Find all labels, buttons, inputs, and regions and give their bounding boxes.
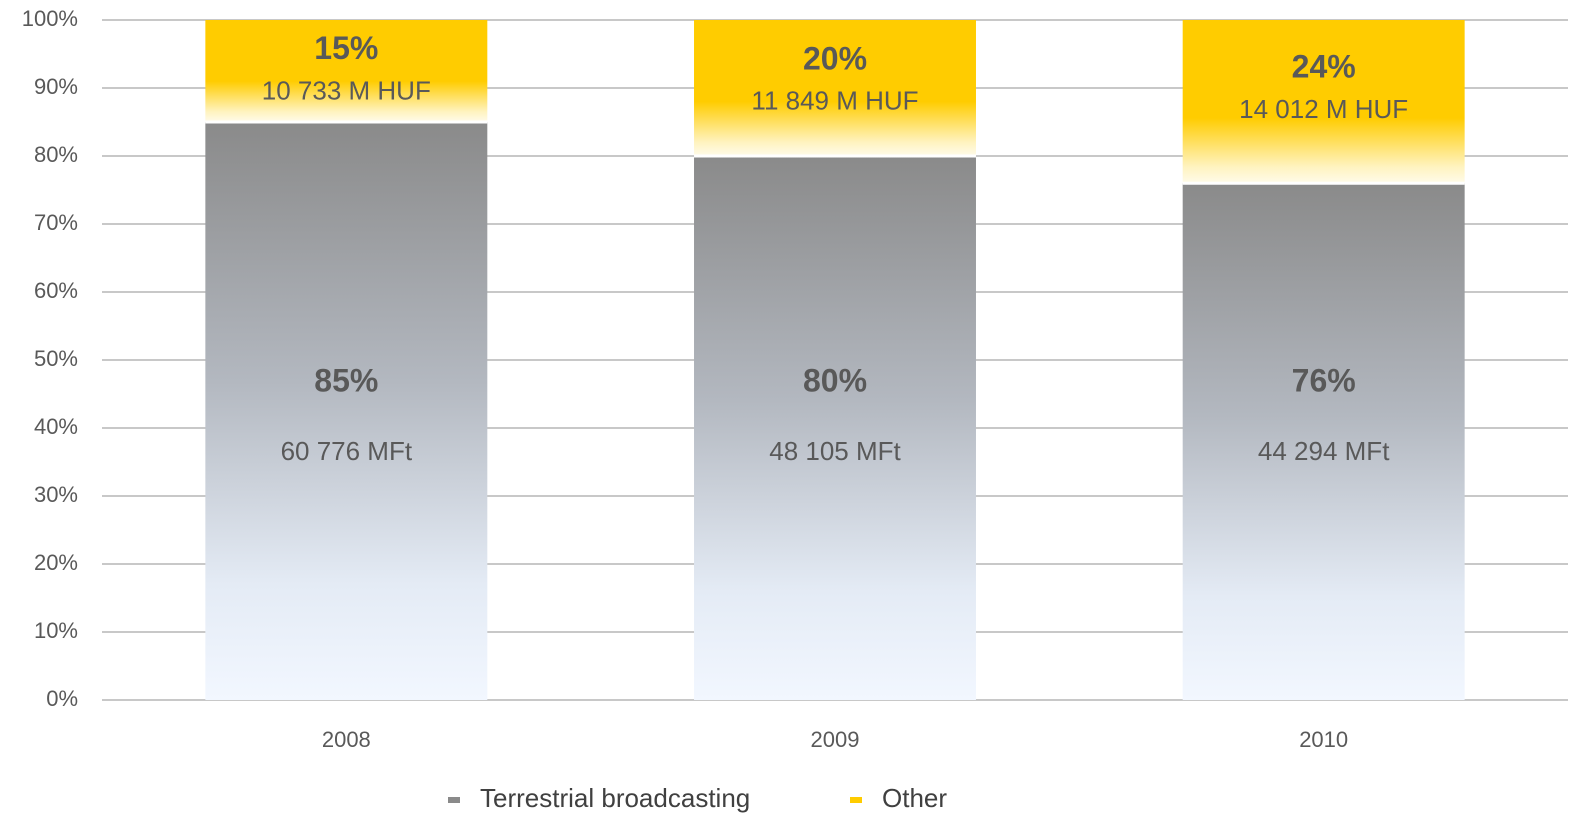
amount-label: 14 012 M HUF [1239,94,1408,124]
bar-segment [1182,20,1465,184]
y-tick-label: 80% [34,142,78,167]
amount-label: 60 776 MFt [281,436,413,466]
y-tick-label: 30% [34,482,78,507]
bar-segment [205,20,488,122]
value-label: 80% [803,362,867,398]
x-tick-label: 2010 [1299,727,1348,752]
x-tick-label: 2009 [811,727,860,752]
y-tick-label: 10% [34,618,78,643]
legend-marker [448,797,460,803]
y-tick-label: 70% [34,210,78,235]
y-tick-label: 60% [34,278,78,303]
legend-marker [850,797,862,803]
y-tick-label: 40% [34,414,78,439]
amount-label: 48 105 MFt [769,436,901,466]
legend-label: Other [882,783,947,813]
legend-label: Terrestrial broadcasting [480,783,750,813]
y-tick-label: 50% [34,346,78,371]
value-label: 24% [1292,48,1356,84]
y-tick-label: 0% [46,686,78,711]
bar-segment [205,122,488,700]
bar-segment [694,20,976,156]
value-label: 15% [314,30,378,66]
y-tick-label: 90% [34,74,78,99]
value-label: 85% [314,362,378,398]
amount-label: 44 294 MFt [1258,436,1390,466]
value-label: 20% [803,40,867,76]
amount-label: 11 849 M HUF [751,86,918,116]
y-tick-label: 100% [22,6,78,31]
bar-segment [1182,183,1465,700]
value-label: 76% [1292,362,1356,398]
x-tick-label: 2008 [322,727,371,752]
bar-segment [694,156,976,700]
y-tick-label: 20% [34,550,78,575]
amount-label: 10 733 M HUF [262,75,431,105]
